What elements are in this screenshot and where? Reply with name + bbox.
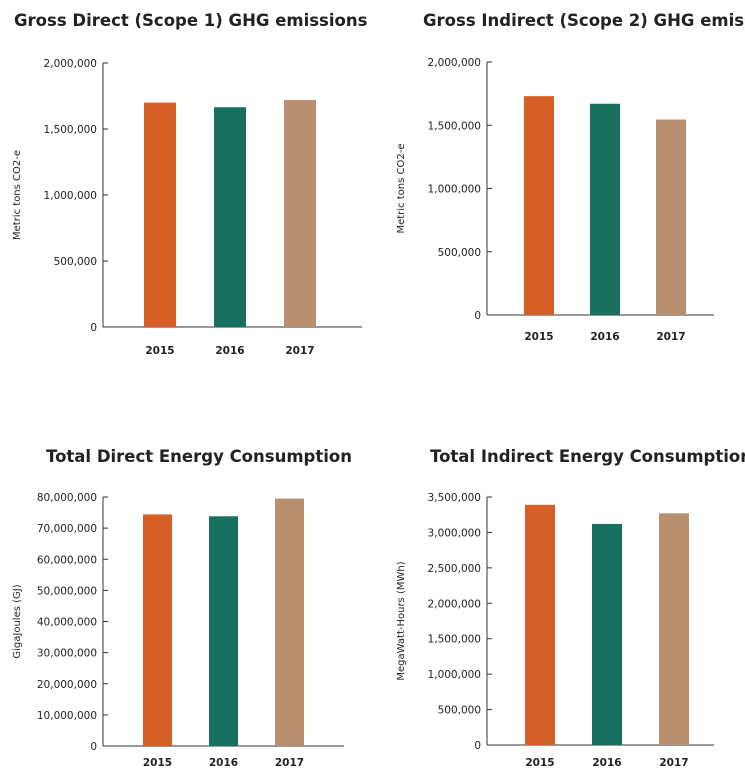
chart-3-y-tick-label: 20,000,000: [37, 679, 97, 691]
chart-3-x-tick-label: 2015: [143, 757, 172, 769]
chart-4-y-tick-label: 2,000,000: [428, 598, 481, 610]
chart-4-y-tick-label: 500,000: [438, 705, 481, 717]
chart-4-y-axis-label: MegaWatt-Hours (MWh): [396, 561, 407, 680]
chart-1-bar-2017: [284, 99, 316, 328]
chart-1-y-tick-label: 0: [90, 322, 97, 334]
chart-3-y-tick-label: 70,000,000: [37, 523, 97, 535]
chart-3-y-tick-label: 10,000,000: [37, 710, 97, 722]
chart-2-x-tick-label: 2015: [524, 331, 553, 343]
chart-4-x-tick-label: 2015: [525, 757, 554, 769]
chart-1-bar-2015: [144, 102, 176, 327]
chart-3-bar-2015: [143, 514, 172, 746]
chart-3-x-tick-label: 2016: [209, 757, 238, 769]
chart-1-x-tick-label: 2017: [285, 345, 314, 357]
chart-3-y-tick-label: 50,000,000: [37, 585, 97, 597]
chart-4-x-tick-label: 2017: [659, 757, 688, 769]
chart-2-bar-2015: [524, 96, 554, 315]
chart-4-y-tick-label: 3,000,000: [428, 527, 481, 539]
chart-2-bar-2017: [656, 119, 686, 316]
chart-2-y-tick-label: 2,000,000: [428, 57, 481, 69]
chart-2-y-tick-label: 1,000,000: [428, 184, 481, 196]
chart-3-y-tick-label: 40,000,000: [37, 617, 97, 629]
chart-2-bar-2016: [590, 103, 620, 316]
chart-4-bar-2017: [659, 513, 689, 745]
chart-2-x-tick-label: 2016: [590, 331, 619, 343]
chart-1-title: Gross Direct (Scope 1) GHG emissions: [14, 11, 368, 30]
chart-3-bar-2016: [209, 516, 238, 746]
chart-1-y-tick-label: 500,000: [54, 256, 97, 268]
chart-1-y-axis-label: Metric tons CO2-e: [12, 150, 23, 240]
chart-2-y-tick-label: 500,000: [438, 247, 481, 259]
chart-4-y-tick-label: 2,500,000: [428, 563, 481, 575]
chart-4-bar-2016: [592, 523, 622, 745]
chart-1-x-tick-label: 2015: [145, 345, 174, 357]
chart-3-y-tick-label: 0: [90, 741, 97, 753]
chart-1-y-tick-label: 1,000,000: [44, 190, 97, 202]
chart-4-y-tick-label: 1,000,000: [428, 669, 481, 681]
chart-2-y-tick-label: 0: [474, 310, 481, 322]
chart-4-bar-2015: [525, 504, 555, 745]
chart-4-y-tick-label: 3,500,000: [428, 492, 481, 504]
chart-3-bar-2017: [275, 498, 304, 746]
chart-3-y-axis-label: GigaJoules (GJ): [12, 584, 23, 658]
chart-2-y-tick-label: 1,500,000: [428, 120, 481, 132]
chart-4-x-tick-label: 2016: [592, 757, 621, 769]
chart-2-title: Gross Indirect (Scope 2) GHG emissions: [423, 11, 745, 30]
chart-1-y-tick-label: 2,000,000: [44, 58, 97, 70]
chart-3-title: Total Direct Energy Consumption: [46, 447, 352, 466]
chart-4-y-tick-label: 1,500,000: [428, 634, 481, 646]
chart-3-y-tick-label: 60,000,000: [37, 554, 97, 566]
chart-1-y-tick-label: 1,500,000: [44, 124, 97, 136]
chart-2-y-axis-label: Metric tons CO2-e: [396, 143, 407, 233]
chart-4-y-tick-label: 0: [474, 740, 481, 752]
chart-3-y-tick-label: 80,000,000: [37, 492, 97, 504]
chart-3-x-tick-label: 2017: [275, 757, 304, 769]
chart-4-title: Total Indirect Energy Consumption: [430, 447, 745, 466]
chart-2-x-tick-label: 2017: [656, 331, 685, 343]
chart-3-y-tick-label: 30,000,000: [37, 648, 97, 660]
chart-1-x-tick-label: 2016: [215, 345, 244, 357]
chart-1-bar-2016: [214, 107, 246, 327]
